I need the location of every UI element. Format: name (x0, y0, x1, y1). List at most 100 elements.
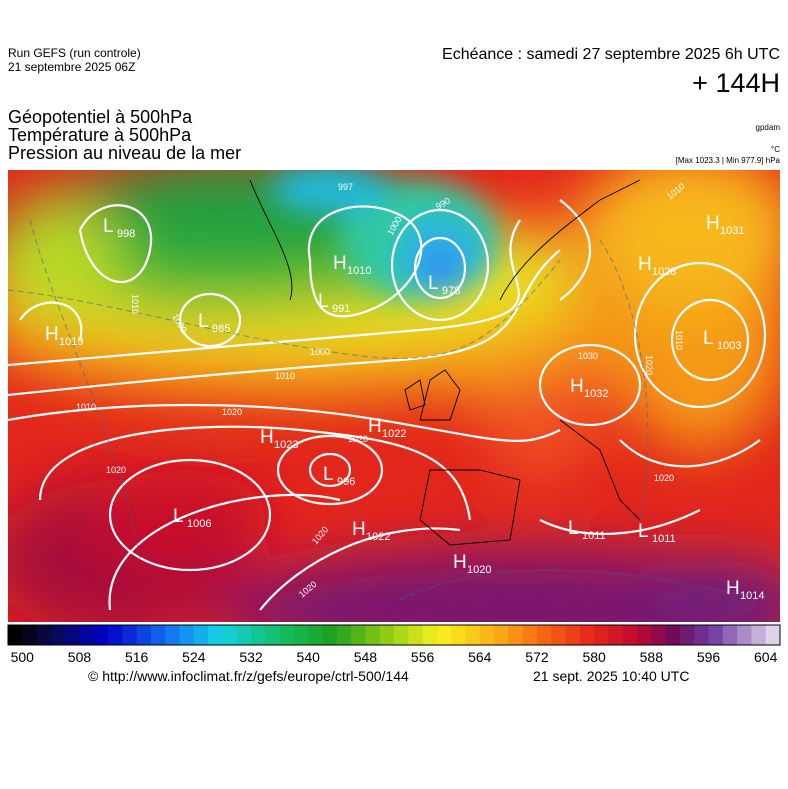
colorbar-cell (622, 625, 638, 645)
colorbar-tick-label: 580 (582, 649, 606, 665)
colorbar-cell (179, 625, 195, 645)
run-name: Run GEFS (run controle) (8, 46, 141, 60)
center-value: 1022 (382, 428, 406, 440)
colorbar-cell (208, 625, 223, 645)
colorbar-cell (651, 625, 667, 645)
center-value: 1011 (582, 530, 606, 542)
center-letter: H (453, 552, 467, 573)
center-value: 985 (212, 323, 230, 335)
center-value: 1010 (347, 265, 371, 277)
generated-time: 21 sept. 2025 10:40 UTC (533, 668, 690, 684)
isobars (8, 199, 767, 611)
colorbar-cell (465, 625, 481, 645)
center-value: 1020 (467, 564, 491, 576)
center-value: 978 (442, 285, 460, 297)
colorbar-cell (737, 625, 752, 645)
colorbar-cell (222, 625, 238, 645)
center-letter: H (352, 519, 366, 540)
unit-pressure: [Max 1023.3 | Min 977.9] hPa (675, 156, 780, 165)
title-line: Géopotentiel à 500hPa (8, 107, 193, 127)
colorbar-cell (8, 625, 23, 645)
colorbar-tick-label: 548 (354, 649, 378, 665)
colorbar-cell (65, 625, 80, 645)
colorbar-cell (765, 625, 781, 645)
colorbar-tick-label: 572 (525, 649, 549, 665)
map-titles: Géopotentiel à 500hPa Température à 500h… (8, 108, 241, 162)
isobar-label: 1020 (348, 434, 368, 444)
isobar-label: 1020 (106, 465, 126, 475)
colorbar-tick-label: 604 (754, 649, 778, 665)
center-letter: H (638, 254, 652, 275)
unit-gpdam: gpdam (755, 123, 780, 132)
colorbar-tick-label: 524 (182, 649, 206, 665)
center-value: 1003 (717, 340, 741, 352)
map-field (8, 170, 780, 622)
center-value: 996 (337, 476, 355, 488)
center-letter: L (103, 216, 114, 237)
colorbar-cell (536, 625, 552, 645)
center-value: 1031 (720, 225, 744, 237)
colorbar-cell (108, 625, 123, 645)
colorbar-cell (236, 625, 252, 645)
units: gpdam °C [Max 1023.3 | Min 977.9] hPa (676, 122, 780, 166)
center-letter: H (333, 253, 347, 274)
colorbar-cell (551, 625, 567, 645)
colorbar-cell (679, 625, 695, 645)
center-value: 1032 (584, 388, 608, 400)
colorbar: 500 508 516 524 532 540 548 556 564 572 580 588 596 6… (8, 625, 781, 665)
colorbar-cell (479, 625, 495, 645)
center-letter: H (726, 578, 740, 599)
colorbar-cell (565, 625, 581, 645)
colorbar-tick-label: 500 (11, 649, 35, 665)
center-value: 1022 (366, 531, 390, 543)
center-value: 1014 (740, 590, 764, 602)
colorbar-cell (751, 625, 767, 645)
colorbar-cell (165, 625, 181, 645)
colorbar-cell (394, 625, 409, 645)
colorbar-cell (251, 625, 266, 645)
isobar-label: 1020 (654, 473, 674, 483)
colorbar-cell (351, 625, 366, 645)
colorbar-tick-label: 588 (640, 649, 664, 665)
colorbar-cell (579, 625, 595, 645)
center-value: 1028 (652, 266, 676, 278)
colorbar-cell (365, 625, 381, 645)
colorbar-cell (494, 625, 509, 645)
title-line: Pression au niveau de la mer (8, 143, 242, 163)
colorbar-tick-label: 540 (297, 649, 321, 665)
colorbar-cell (36, 625, 52, 645)
colorbar-cell (708, 625, 724, 645)
colorbar-cell (193, 625, 209, 645)
center-letter: H (45, 324, 59, 345)
colorbar-cell (422, 625, 438, 645)
coastlines (249, 179, 641, 546)
isobar-label: 1010 (130, 294, 140, 314)
center-value: 1019 (59, 336, 83, 348)
colorbar-frame (7, 624, 781, 646)
colorbar-cell (379, 625, 395, 645)
center-letter: L (323, 464, 334, 485)
center-letter: H (706, 213, 720, 234)
isobar-label: 1010 (76, 402, 96, 412)
unit-celsius: °C (771, 145, 780, 154)
colorbar-cell (122, 625, 138, 645)
center-value: 1011 (652, 533, 676, 545)
isobar-label: 1010 (674, 330, 684, 350)
isobar-label: 1020 (222, 407, 242, 417)
colorbar-cell (293, 625, 309, 645)
colorbar-cell (279, 625, 295, 645)
colorbar-cell (336, 625, 352, 645)
center-letter: H (368, 416, 382, 437)
colorbar-cell (265, 625, 281, 645)
colorbar-cell (508, 625, 524, 645)
center-letter: L (318, 291, 329, 312)
colorbar-cell (22, 625, 38, 645)
isotherms (8, 219, 761, 601)
center-letter: L (703, 328, 714, 349)
center-value: 991 (332, 303, 350, 315)
colorbar-cell (436, 625, 452, 645)
center-value: 1023 (274, 439, 298, 451)
colorbar-cell (665, 625, 681, 645)
